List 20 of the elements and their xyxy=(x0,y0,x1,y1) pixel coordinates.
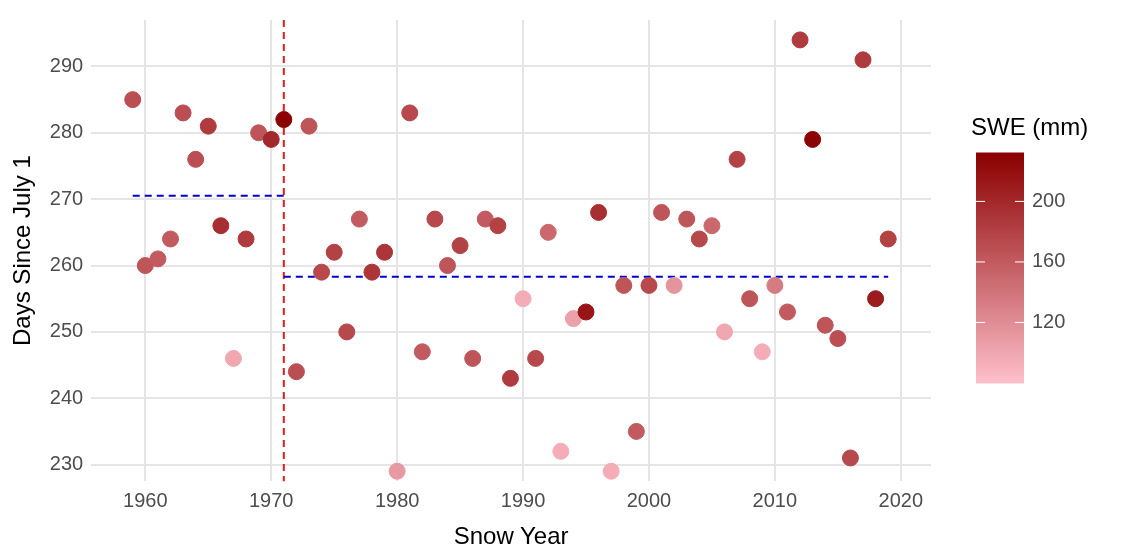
y-tick-label: 290 xyxy=(49,53,84,76)
y-tick-label: 240 xyxy=(49,385,84,408)
x-tick-label: 1970 xyxy=(248,488,294,511)
y-tick-label: 230 xyxy=(49,452,84,475)
x-tick-label: 1960 xyxy=(123,488,168,511)
color-bar-label: 200 xyxy=(1032,188,1066,211)
x-tick-label: 1980 xyxy=(374,488,420,511)
x-tick-label: 2020 xyxy=(878,488,924,511)
y-axis-title: Days Since July 1 xyxy=(8,155,36,346)
y-tick-label: 250 xyxy=(49,319,84,342)
x-tick-label: 2010 xyxy=(752,488,798,511)
color-bar-label: 120 xyxy=(1032,309,1066,332)
color-bar-title: SWE (mm) xyxy=(971,113,1089,140)
x-axis-title: Snow Year xyxy=(453,522,569,550)
y-tick-label: 260 xyxy=(49,253,84,276)
y-tick-label: 270 xyxy=(49,186,84,209)
y-tick-label: 280 xyxy=(49,120,84,143)
x-tick-label: 1990 xyxy=(500,488,546,511)
color-bar-label: 160 xyxy=(1032,249,1066,272)
x-tick-label: 2000 xyxy=(626,488,672,511)
